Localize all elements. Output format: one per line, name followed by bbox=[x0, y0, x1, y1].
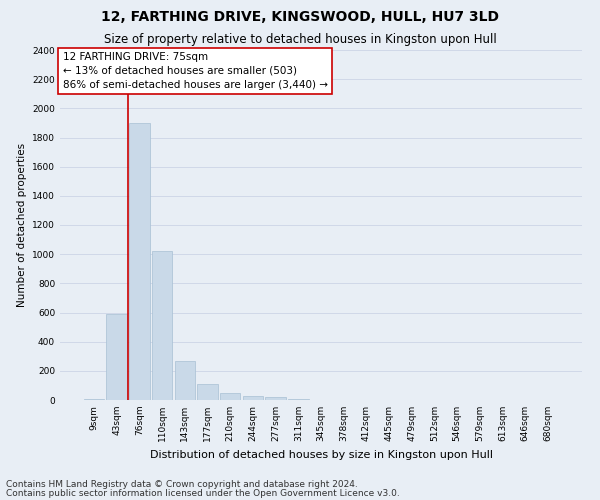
Y-axis label: Number of detached properties: Number of detached properties bbox=[17, 143, 26, 307]
Text: Contains HM Land Registry data © Crown copyright and database right 2024.: Contains HM Land Registry data © Crown c… bbox=[6, 480, 358, 489]
Bar bbox=[106, 314, 127, 400]
Bar bbox=[175, 360, 195, 400]
Bar bbox=[152, 250, 172, 400]
Bar bbox=[220, 394, 241, 400]
Text: Size of property relative to detached houses in Kingston upon Hull: Size of property relative to detached ho… bbox=[104, 32, 496, 46]
X-axis label: Distribution of detached houses by size in Kingston upon Hull: Distribution of detached houses by size … bbox=[149, 450, 493, 460]
Bar bbox=[84, 398, 104, 400]
Bar bbox=[242, 396, 263, 400]
Bar bbox=[265, 398, 286, 400]
Text: Contains public sector information licensed under the Open Government Licence v3: Contains public sector information licen… bbox=[6, 488, 400, 498]
Text: 12, FARTHING DRIVE, KINGSWOOD, HULL, HU7 3LD: 12, FARTHING DRIVE, KINGSWOOD, HULL, HU7… bbox=[101, 10, 499, 24]
Bar bbox=[197, 384, 218, 400]
Text: 12 FARTHING DRIVE: 75sqm
← 13% of detached houses are smaller (503)
86% of semi-: 12 FARTHING DRIVE: 75sqm ← 13% of detach… bbox=[62, 52, 328, 90]
Bar bbox=[129, 123, 149, 400]
